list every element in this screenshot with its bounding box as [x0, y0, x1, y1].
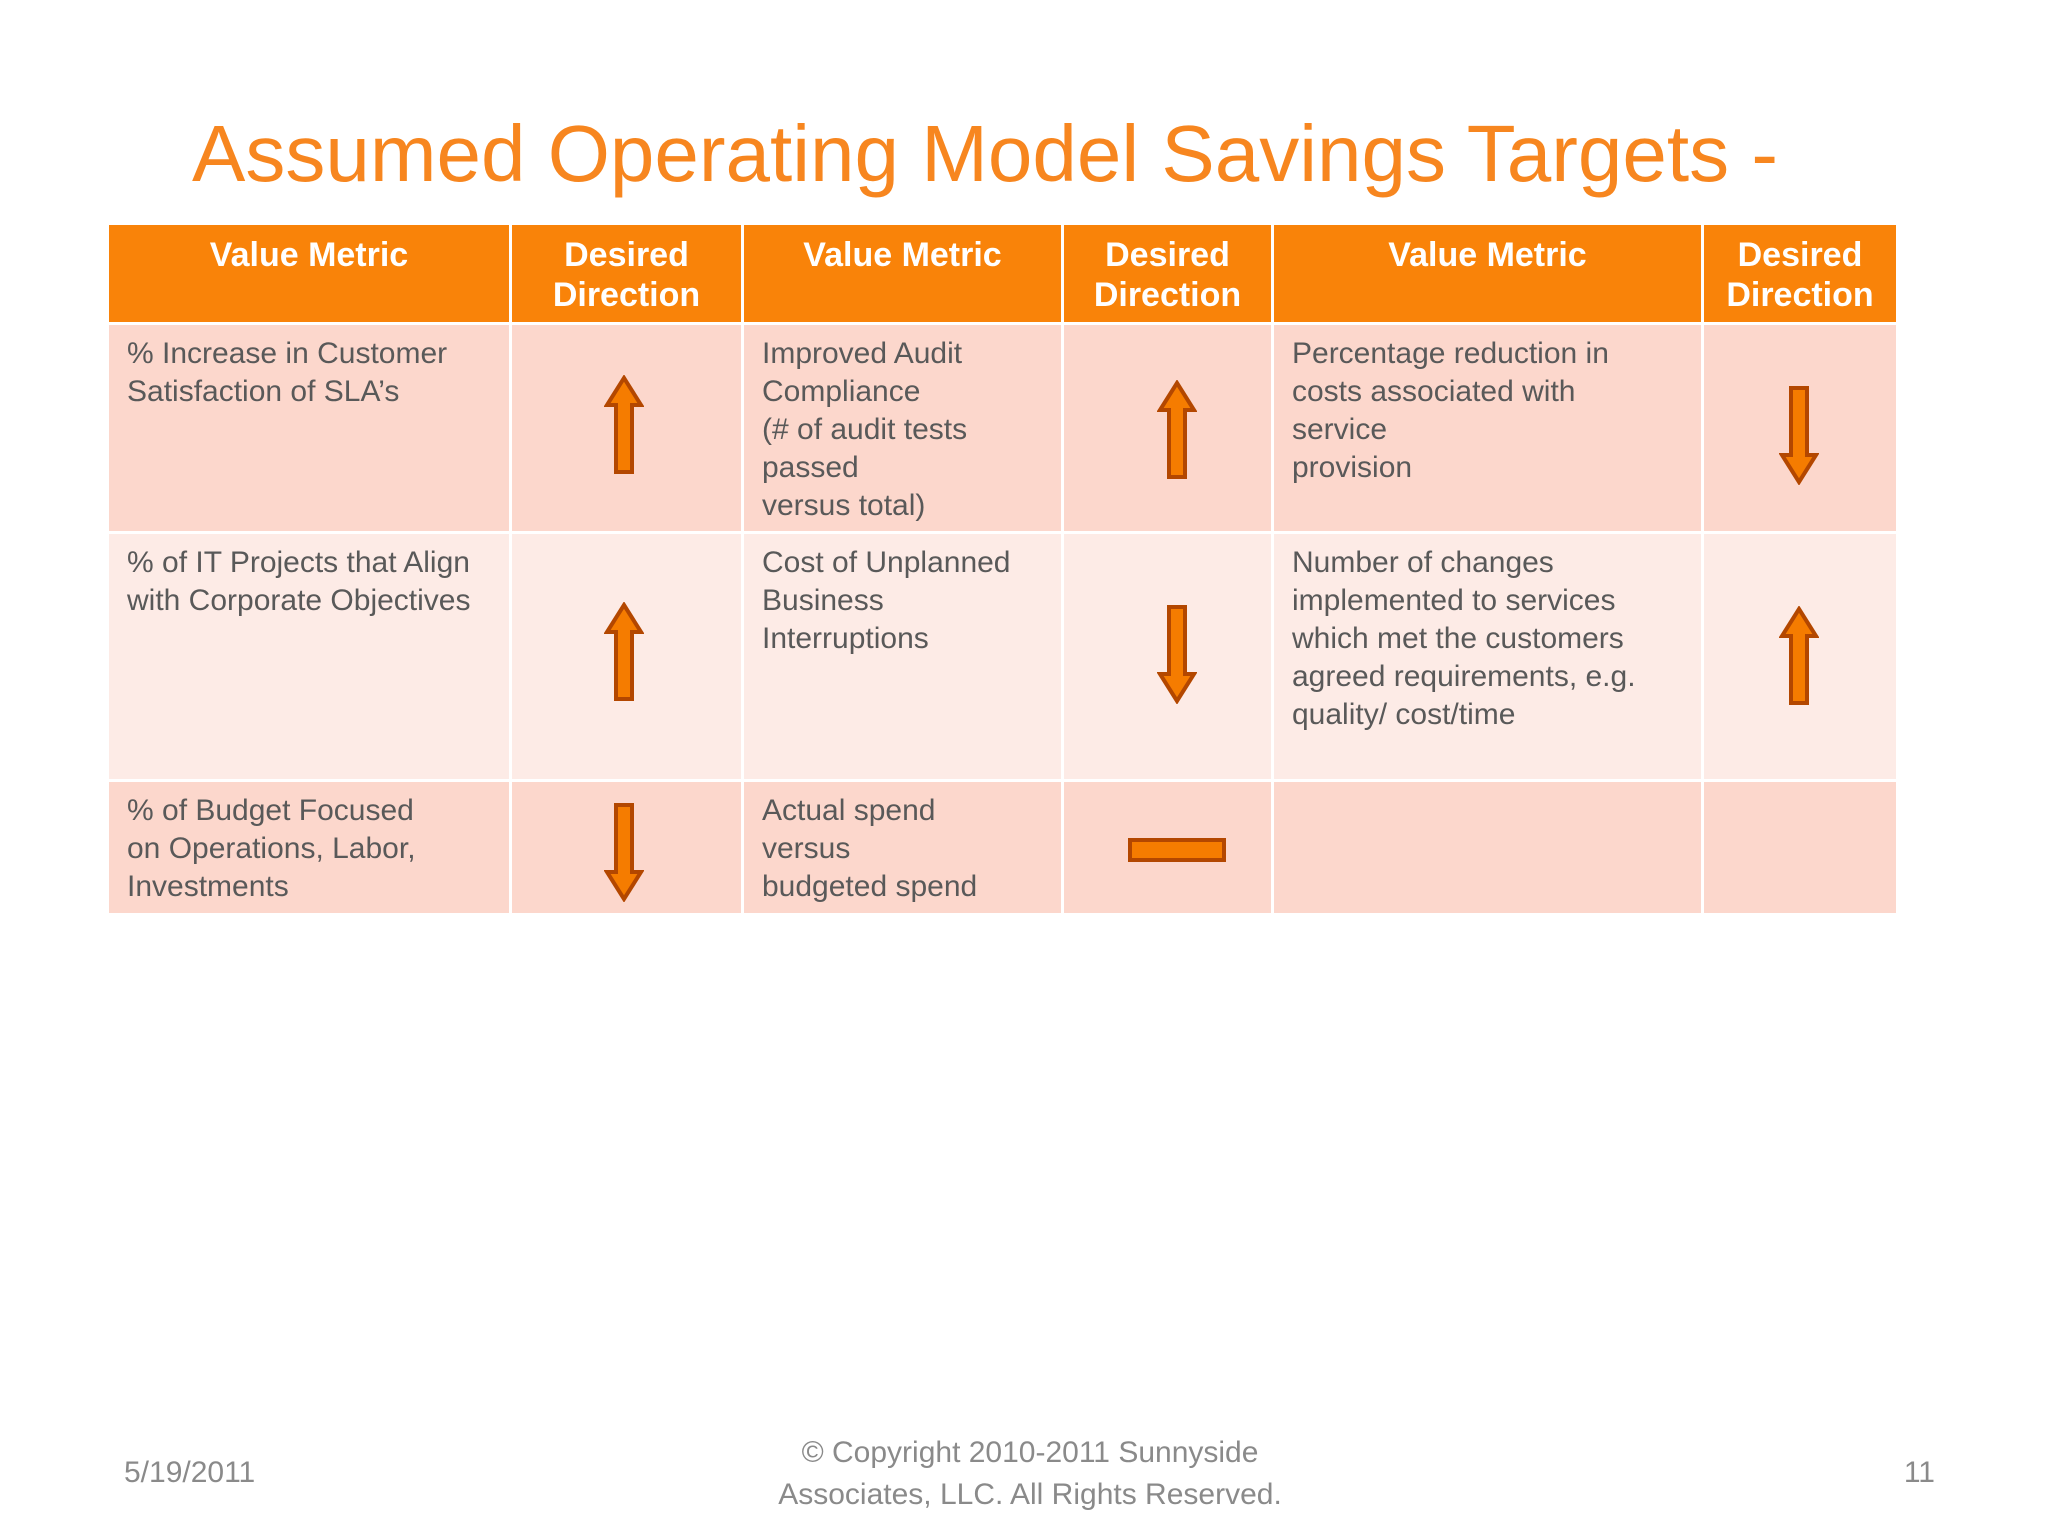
- metric-text: Number of changes: [1292, 546, 1554, 579]
- value-metric-cell: [1271, 779, 1704, 916]
- copyright-line: Associates, LLC. All Rights Reserved.: [778, 1478, 1282, 1511]
- metric-text: service: [1292, 413, 1388, 446]
- table-row: % of IT Projects that Align with Corporat…: [106, 531, 1899, 782]
- arrow-up-icon: [1779, 606, 1819, 705]
- metric-text: agreed requirements, e.g.: [1292, 660, 1636, 693]
- value-metric-cell: Cost of Unplanned Business Interruptions: [741, 531, 1064, 782]
- arrow-down-icon: [1157, 605, 1197, 704]
- desired-direction-cell: [1061, 779, 1274, 916]
- metric-text: versus total): [762, 489, 926, 522]
- arrow-up-icon: [1157, 380, 1197, 479]
- arrow-down-icon: [1779, 386, 1819, 485]
- arrow-down-icon: [604, 803, 644, 902]
- column-header: Value Metric: [741, 222, 1064, 325]
- metric-text: Investments: [127, 870, 289, 903]
- metric-text: costs associated with: [1292, 375, 1576, 408]
- slide-title: Assumed Operating Model Savings Targets …: [192, 109, 1778, 198]
- metric-text: % of Budget Focused: [127, 794, 414, 827]
- column-header: Value Metric: [1271, 222, 1704, 325]
- value-metric-cell: Improved Audit Compliance (# of audit test…: [741, 322, 1064, 534]
- metric-text: implemented to services: [1292, 584, 1616, 617]
- metric-text: Cost of Unplanned: [762, 546, 1011, 579]
- metric-text: % of IT Projects that Align: [127, 546, 470, 579]
- metric-text: versus: [762, 832, 851, 865]
- desired-direction-cell: [1701, 322, 1899, 534]
- desired-direction-cell: [509, 531, 744, 782]
- metrics-table: Value Metric Desired Direction Value Met…: [106, 222, 1899, 916]
- metric-text: with Corporate Objectives: [127, 584, 471, 617]
- metric-text: Compliance: [762, 375, 921, 408]
- metric-text: Improved Audit: [762, 337, 963, 370]
- column-header: Desired Direction: [509, 222, 744, 325]
- copyright-line: © Copyright 2010-2011 Sunnyside: [801, 1436, 1259, 1469]
- desired-direction-cell: [509, 779, 744, 916]
- value-metric-cell: Percentage reduction in costs associated …: [1271, 322, 1704, 534]
- metric-text: Business: [762, 584, 884, 617]
- metric-text: Satisfaction of SLA’s: [127, 375, 400, 408]
- table-row: % Increase in Customer Satisfaction of SL…: [106, 322, 1899, 534]
- table-header-row: Value Metric Desired Direction Value Met…: [106, 222, 1899, 325]
- value-metric-cell: % of Budget Focused on Operations, Labor,…: [106, 779, 512, 916]
- metric-text: provision: [1292, 451, 1413, 484]
- value-metric-cell: % of IT Projects that Align with Corporat…: [106, 531, 512, 782]
- desired-direction-cell: [1061, 322, 1274, 534]
- metric-text: Interruptions: [762, 622, 929, 655]
- arrow-up-icon: [604, 375, 644, 474]
- column-header: Desired Direction: [1701, 222, 1899, 325]
- desired-direction-cell: [1061, 531, 1274, 782]
- desired-direction-cell: [1701, 779, 1899, 916]
- metric-text: Actual spend: [762, 794, 936, 827]
- metric-text: (# of audit tests: [762, 413, 968, 446]
- metric-text: Percentage reduction in: [1292, 337, 1609, 370]
- metric-text: budgeted spend: [762, 870, 978, 903]
- metric-text: which met the customers: [1292, 622, 1624, 655]
- dash-icon: [1128, 838, 1226, 862]
- table-row: % of Budget Focused on Operations, Labor,…: [106, 779, 1899, 916]
- metric-text: % Increase in Customer: [127, 337, 448, 370]
- metric-text: quality/ cost/time: [1292, 698, 1516, 731]
- page-number: 11: [1903, 1456, 1935, 1489]
- metric-text: passed: [762, 451, 859, 484]
- desired-direction-cell: [1701, 531, 1899, 782]
- value-metric-cell: Number of changes implemented to services…: [1271, 531, 1704, 782]
- footer-copyright: © Copyright 2010-2011 Sunnyside Associat…: [700, 1432, 1360, 1516]
- column-header: Value Metric: [106, 222, 512, 325]
- value-metric-cell: Actual spend versus budgeted spend: [741, 779, 1064, 916]
- desired-direction-cell: [509, 322, 744, 534]
- column-header: Desired Direction: [1061, 222, 1274, 325]
- value-metric-cell: % Increase in Customer Satisfaction of SL…: [106, 322, 512, 534]
- arrow-up-icon: [604, 602, 644, 701]
- footer-date: 5/19/2011: [124, 1456, 256, 1489]
- metric-text: on Operations, Labor,: [127, 832, 416, 865]
